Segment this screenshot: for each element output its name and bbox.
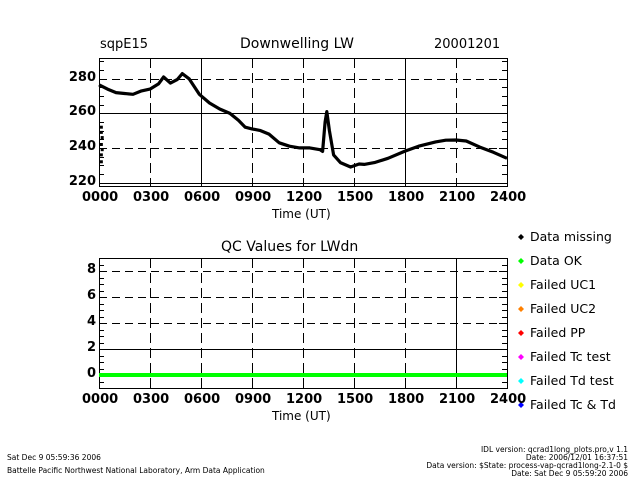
legend-marker-icon bbox=[518, 282, 524, 288]
bottom-y-tick-label: 8 bbox=[86, 262, 96, 277]
bottom-y-tick-label: 2 bbox=[86, 340, 96, 355]
top-y-tick-label: 220 bbox=[68, 173, 96, 189]
footer-idl-date: Date: 2006/12/01 16:37:51 bbox=[525, 453, 628, 462]
top-x-tick-label: 1800 bbox=[388, 190, 425, 205]
legend-marker-icon bbox=[518, 402, 524, 408]
bottom-x-tick-label: 2100 bbox=[439, 392, 476, 407]
chart-title-bottom: QC Values for LWdn bbox=[221, 239, 359, 255]
top-x-tick-label: 2100 bbox=[439, 190, 476, 205]
legend-entry-label: Failed Td test bbox=[530, 373, 614, 388]
bottom-x-tick-label: 2400 bbox=[490, 392, 527, 407]
site-label: sqpE15 bbox=[100, 37, 149, 52]
top-x-tick-label: 2400 bbox=[490, 190, 527, 205]
footer-organization: Battelle Pacific Northwest National Labo… bbox=[7, 466, 265, 475]
bottom-x-tick-label: 0900 bbox=[235, 392, 272, 407]
footer-data-version: Data version: $State: process-vap-qcrad1… bbox=[426, 461, 628, 470]
footer-data-date: Date: Sat Dec 9 05:59:20 2006 bbox=[511, 469, 628, 478]
footer-date: Sat Dec 9 05:59:36 2006 bbox=[7, 453, 101, 462]
data-missing-marker bbox=[99, 142, 103, 146]
legend-marker-icon bbox=[518, 258, 524, 264]
bottom-x-tick-label: 0300 bbox=[133, 392, 170, 407]
legend-entry-label: Data OK bbox=[530, 253, 582, 268]
data-missing-marker bbox=[100, 136, 104, 140]
lwdn-series-line bbox=[98, 71, 508, 169]
legend-entry-label: Failed UC1 bbox=[530, 277, 597, 292]
top-plot-frame bbox=[99, 58, 508, 187]
legend-marker-icon bbox=[518, 306, 524, 312]
bottom-x-tick-label: 1200 bbox=[286, 392, 323, 407]
top-x-axis-label: Time (UT) bbox=[272, 207, 331, 221]
footer-version-info: IDL version: qcrad1long_plots.pro,v 1.1 … bbox=[426, 446, 628, 478]
top-x-tick-label: 0300 bbox=[133, 190, 170, 205]
top-y-tick-label: 260 bbox=[68, 104, 96, 120]
bottom-x-tick-label: 0600 bbox=[184, 392, 221, 407]
legend-marker-icon bbox=[518, 378, 524, 384]
top-x-tick-label: 0600 bbox=[184, 190, 221, 205]
top-y-tick-label: 280 bbox=[68, 69, 96, 85]
bottom-x-axis-label: Time (UT) bbox=[272, 409, 331, 423]
top-x-tick-label: 0900 bbox=[235, 190, 272, 205]
legend-entry-label: Failed Tc test bbox=[530, 349, 611, 364]
bottom-y-tick-label: 6 bbox=[86, 288, 96, 303]
data-missing-marker bbox=[99, 125, 103, 129]
bottom-plot-frame bbox=[99, 258, 508, 389]
legend-entry-label: Failed PP bbox=[530, 325, 586, 340]
legend-marker-icon bbox=[518, 330, 524, 336]
bottom-y-tick-label: 4 bbox=[86, 314, 96, 329]
data-missing-marker bbox=[99, 153, 103, 157]
chart-title-top: Downwelling LW bbox=[240, 36, 354, 52]
legend-marker-icon bbox=[518, 234, 524, 240]
legend-entry-label: Data missing bbox=[530, 229, 612, 244]
top-x-tick-label: 1500 bbox=[337, 190, 374, 205]
bottom-y-tick-label: 0 bbox=[86, 366, 96, 381]
data-missing-marker bbox=[100, 148, 104, 152]
bottom-x-tick-label: 1500 bbox=[337, 392, 374, 407]
date-label: 20001201 bbox=[434, 37, 501, 52]
bottom-x-tick-label: 0000 bbox=[82, 392, 119, 407]
data-missing-marker bbox=[99, 130, 103, 134]
top-x-tick-label: 0000 bbox=[82, 190, 119, 205]
bottom-x-tick-label: 1800 bbox=[388, 392, 425, 407]
top-y-tick-label: 240 bbox=[68, 138, 96, 154]
top-x-tick-label: 1200 bbox=[286, 190, 323, 205]
data-missing-marker bbox=[99, 160, 103, 164]
legend-entry-label: Failed UC2 bbox=[530, 301, 597, 316]
legend-entry-label: Failed Tc & Td bbox=[530, 397, 616, 412]
footer-idl-version: IDL version: qcrad1long_plots.pro,v 1.1 bbox=[480, 445, 628, 454]
legend-marker-icon bbox=[518, 354, 524, 360]
